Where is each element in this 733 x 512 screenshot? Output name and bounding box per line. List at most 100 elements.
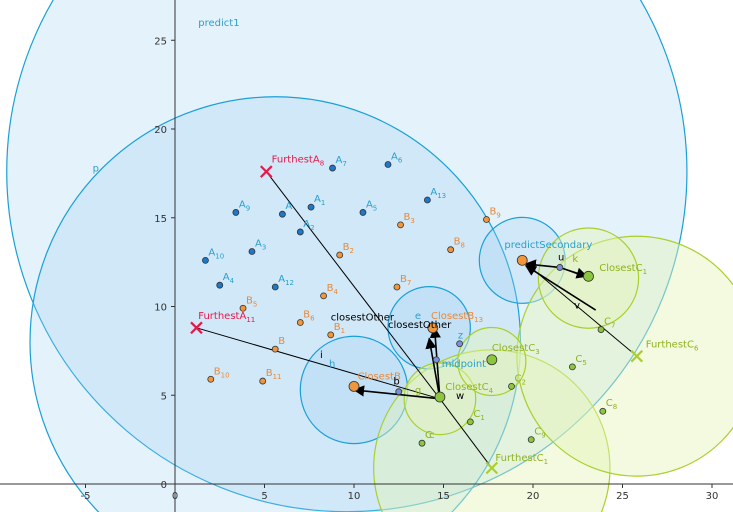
segment: [265, 171, 441, 400]
label-e: e: [415, 311, 421, 322]
cross-stroke: [485, 461, 499, 475]
label-closestc3: ClosestC3: [492, 343, 540, 356]
cross-stroke: [630, 349, 644, 363]
cross-furthestc6: [630, 349, 644, 363]
point-b3: [397, 221, 404, 229]
vector-arrow: [524, 264, 597, 311]
point-a5: [359, 209, 367, 216]
cross-stroke: [190, 321, 203, 335]
label-c7: C7: [604, 317, 615, 330]
point-a6: [384, 161, 392, 168]
label-b1: B1: [334, 322, 345, 335]
cross-stroke: [260, 165, 273, 178]
label-furthestc1: FurthestC1: [495, 453, 548, 466]
label-closestb: ClosestB: [358, 371, 401, 382]
point-closestb13: [427, 322, 439, 334]
point-b8: [447, 246, 455, 254]
cross-furthesta8: [260, 165, 273, 178]
y-tick-label: 25: [154, 36, 167, 47]
point-c1: [466, 418, 474, 426]
point-closestc1: [583, 270, 594, 282]
label-k: k: [572, 254, 578, 265]
label-a3: A3: [255, 238, 266, 251]
points-layer: [190, 161, 644, 475]
vector-arrow: [524, 259, 560, 271]
label-b8: B8: [454, 237, 465, 250]
point-a1: [307, 203, 315, 211]
point-a: [278, 210, 286, 218]
label-b7: B7: [400, 274, 411, 287]
p-shape: [29, 96, 521, 512]
label-closestb13: ClosestB13: [431, 311, 483, 324]
label-a7: A7: [336, 155, 347, 168]
point-a4: [216, 281, 224, 289]
label-closestother: closestOther: [331, 313, 395, 324]
point-b7: [393, 283, 401, 291]
segment: [196, 327, 441, 400]
x-tick-label: 5: [261, 491, 267, 502]
label-b5: B5: [246, 295, 257, 308]
label-a: A: [285, 201, 292, 212]
label-b: b: [393, 377, 399, 388]
label-c: C: [425, 430, 432, 441]
point-closestc4: [434, 391, 446, 403]
point-c9: [527, 436, 535, 444]
label-c9: C9: [534, 427, 545, 440]
point-b5: [239, 304, 247, 312]
point-closestb: [348, 380, 360, 392]
label-a1: A1: [314, 194, 325, 207]
label-c8: C8: [606, 398, 617, 411]
point-closestc3: [486, 354, 498, 366]
label-midpoint: midpoint: [442, 359, 486, 370]
vector-arrow: [425, 337, 441, 399]
segment: [439, 398, 493, 469]
point-b2: [336, 251, 344, 259]
point-b1: [327, 331, 335, 339]
point-a7: [329, 164, 336, 172]
point-c7: [597, 326, 605, 333]
label-v: v: [574, 300, 580, 311]
label-u: u: [558, 252, 564, 263]
circles-layer: [6, 0, 733, 512]
point-z-point: [456, 340, 464, 348]
label-closestc1: ClosestC1: [599, 263, 647, 276]
point-c: [418, 439, 426, 447]
label-h: h: [329, 359, 335, 370]
label-a4: A4: [223, 272, 235, 285]
labels-layer: AA1A2A3A4A5A6A7A9A10A12A13B1B2B3B4B5B6B7…: [93, 18, 699, 466]
label-closestc4: ClosestC4: [445, 382, 493, 395]
y-tick-label: 15: [154, 214, 167, 225]
label-c1: C1: [473, 409, 484, 422]
label-g: g: [415, 385, 421, 396]
label-closestother: closestOther: [388, 320, 452, 331]
point-b9: [483, 216, 490, 223]
segments-layer: [196, 171, 638, 469]
point-b6: [296, 319, 304, 326]
y-tick-label: 0: [161, 480, 167, 491]
label-predictsecondary: predictSecondary: [504, 240, 592, 251]
x-tick-label: 15: [437, 491, 450, 502]
label-a2: A2: [303, 219, 314, 232]
point-a9: [232, 209, 240, 216]
label-z: z: [458, 330, 463, 341]
label-a6: A6: [391, 152, 403, 165]
label-predict1: predict1: [198, 18, 239, 29]
label-a12: A12: [278, 274, 294, 287]
furthest-c6-circle-shape: [516, 235, 733, 477]
label-b4: B4: [327, 283, 339, 296]
x-tick-label: 20: [527, 491, 540, 502]
point-b11: [259, 377, 267, 385]
y-tick-label: 10: [154, 303, 167, 314]
label-i: i: [320, 350, 323, 361]
point-a10: [202, 256, 209, 264]
x-tick-label: 0: [172, 491, 178, 502]
label-b6: B6: [303, 309, 315, 322]
label-a5: A5: [366, 199, 377, 212]
label-b10: B10: [214, 366, 230, 379]
furthest-c1-circle-shape: [373, 349, 611, 512]
label-a13: A13: [430, 187, 446, 200]
point-c2: [508, 382, 515, 390]
point-c5: [568, 363, 576, 371]
